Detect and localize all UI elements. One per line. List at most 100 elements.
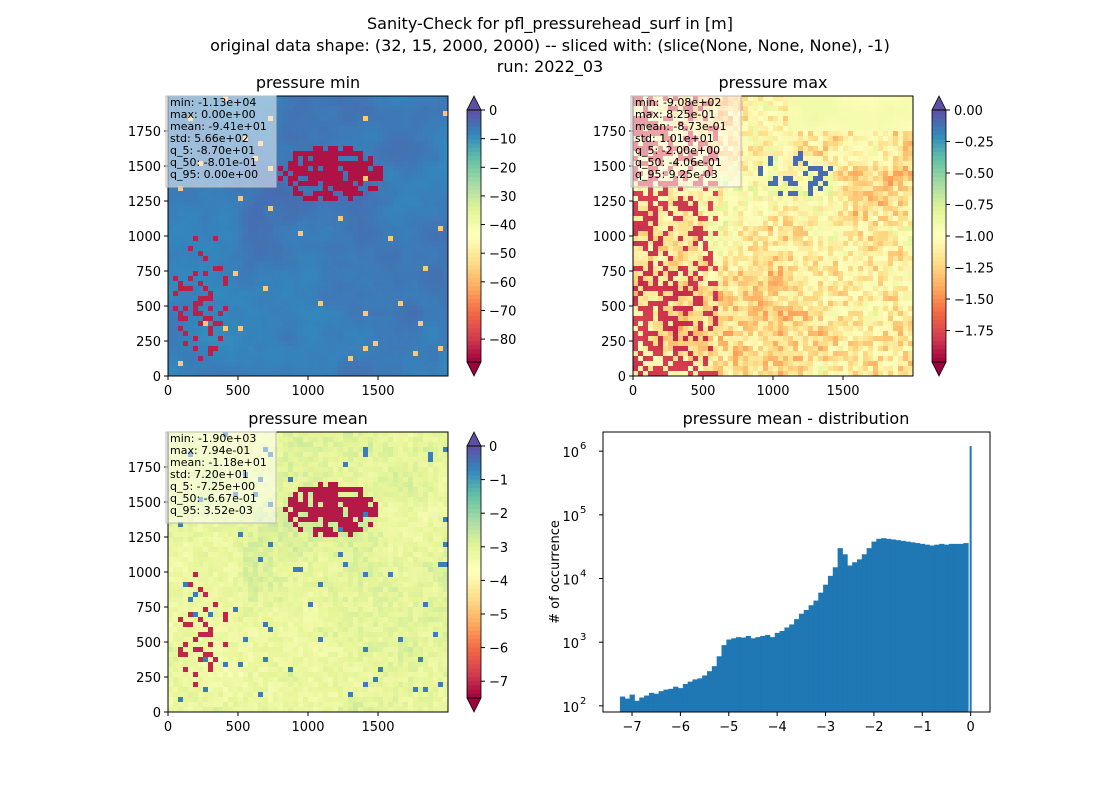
heatmap-cell — [233, 301, 239, 307]
heatmap-cell — [793, 191, 799, 197]
heatmap-cell — [793, 206, 799, 212]
heatmap-cell — [298, 161, 304, 167]
heatmap-cell — [253, 336, 259, 342]
heatmap-cell — [393, 186, 399, 192]
heatmap-cell — [773, 246, 779, 252]
heatmap-cell — [408, 366, 414, 372]
heatmap-cell — [338, 146, 344, 152]
heatmap-cell — [253, 296, 259, 302]
heatmap-cell — [193, 251, 199, 257]
heatmap-cell — [843, 176, 849, 182]
heatmap-cell — [348, 286, 354, 292]
heatmap-cell — [673, 216, 679, 222]
heatmap-cell — [283, 256, 289, 262]
heatmap-cell — [313, 211, 319, 217]
heatmap-cell — [443, 281, 449, 287]
heatmap-cell — [313, 96, 319, 102]
heatmap-cell — [778, 106, 784, 112]
heatmap-cell — [373, 166, 379, 172]
heatmap-cell — [423, 116, 429, 122]
heatmap-cell — [648, 186, 654, 192]
heatmap-cell — [343, 371, 349, 377]
heatmap-cell — [793, 241, 799, 247]
heatmap-cell — [408, 246, 414, 252]
heatmap-cell — [848, 106, 854, 112]
heatmap-cell — [208, 346, 214, 352]
heatmap-cell — [248, 236, 254, 242]
heatmap-cell — [288, 171, 294, 177]
heatmap-cell — [443, 106, 449, 112]
heatmap-cell — [838, 146, 844, 152]
heatmap-cell — [328, 361, 334, 367]
heatmap-cell — [228, 356, 234, 362]
heatmap-cell — [438, 96, 444, 102]
heatmap-cell — [268, 346, 274, 352]
heatmap-cell — [668, 211, 674, 217]
heatmap-cell — [263, 366, 269, 372]
heatmap-cell — [298, 121, 304, 127]
heatmap-cell — [408, 141, 414, 147]
heatmap-cell — [383, 226, 389, 232]
heatmap-cell — [363, 116, 369, 122]
heatmap-cell — [378, 291, 384, 297]
heatmap-cell — [393, 116, 399, 122]
heatmap-cell — [903, 116, 909, 122]
heatmap-cell — [788, 246, 794, 252]
heatmap-cell — [203, 361, 209, 367]
heatmap-cell — [378, 366, 384, 372]
heatmap-cell — [198, 201, 204, 207]
heatmap-cell — [298, 146, 304, 152]
heatmap-cell — [878, 196, 884, 202]
heatmap-cell — [358, 241, 364, 247]
heatmap-cell — [818, 206, 824, 212]
heatmap-cell — [418, 316, 424, 322]
heatmap-cell — [398, 221, 404, 227]
heatmap-cell — [388, 151, 394, 157]
heatmap-cell — [443, 366, 449, 372]
heatmap-cell — [403, 241, 409, 247]
heatmap-cell — [308, 216, 314, 222]
heatmap-cell — [903, 111, 909, 117]
heatmap-cell — [218, 196, 224, 202]
heatmap-cell — [863, 126, 869, 132]
heatmap-cell — [758, 136, 764, 142]
heatmap-cell — [758, 211, 764, 217]
heatmap-cell — [858, 221, 864, 227]
heatmap-cell — [313, 266, 319, 272]
heatmap-cell — [408, 281, 414, 287]
heatmap-cell — [438, 361, 444, 367]
heatmap-cell — [743, 181, 749, 187]
heatmap-cell — [813, 176, 819, 182]
heatmap-cell — [173, 266, 179, 272]
heatmap-cell — [318, 311, 324, 317]
heatmap-cell — [443, 236, 449, 242]
heatmap-cell — [278, 301, 284, 307]
heatmap-cell — [443, 136, 449, 142]
heatmap-cell — [408, 96, 414, 102]
heatmap-cell — [378, 111, 384, 117]
heatmap-cell — [348, 346, 354, 352]
heatmap-cell — [348, 106, 354, 112]
heatmap-cell — [843, 121, 849, 127]
heatmap-cell — [683, 186, 689, 192]
heatmap-cell — [288, 131, 294, 137]
heatmap-cell — [903, 186, 909, 192]
heatmap-cell — [638, 226, 644, 232]
heatmap-cell — [233, 351, 239, 357]
heatmap-cell — [648, 231, 654, 237]
heatmap-cell — [258, 361, 264, 367]
heatmap-cell — [303, 316, 309, 322]
heatmap-cell — [318, 336, 324, 342]
heatmap-cell — [443, 351, 449, 357]
heatmap-cell — [723, 206, 729, 212]
heatmap-cell — [273, 366, 279, 372]
heatmap-cell — [288, 106, 294, 112]
heatmap-cell — [888, 191, 894, 197]
heatmap-cell — [803, 106, 809, 112]
heatmap-cell — [373, 296, 379, 302]
heatmap-cell — [308, 346, 314, 352]
heatmap-cell — [753, 106, 759, 112]
heatmap-cell — [363, 101, 369, 107]
heatmap-cell — [413, 131, 419, 137]
heatmap-cell — [798, 131, 804, 137]
